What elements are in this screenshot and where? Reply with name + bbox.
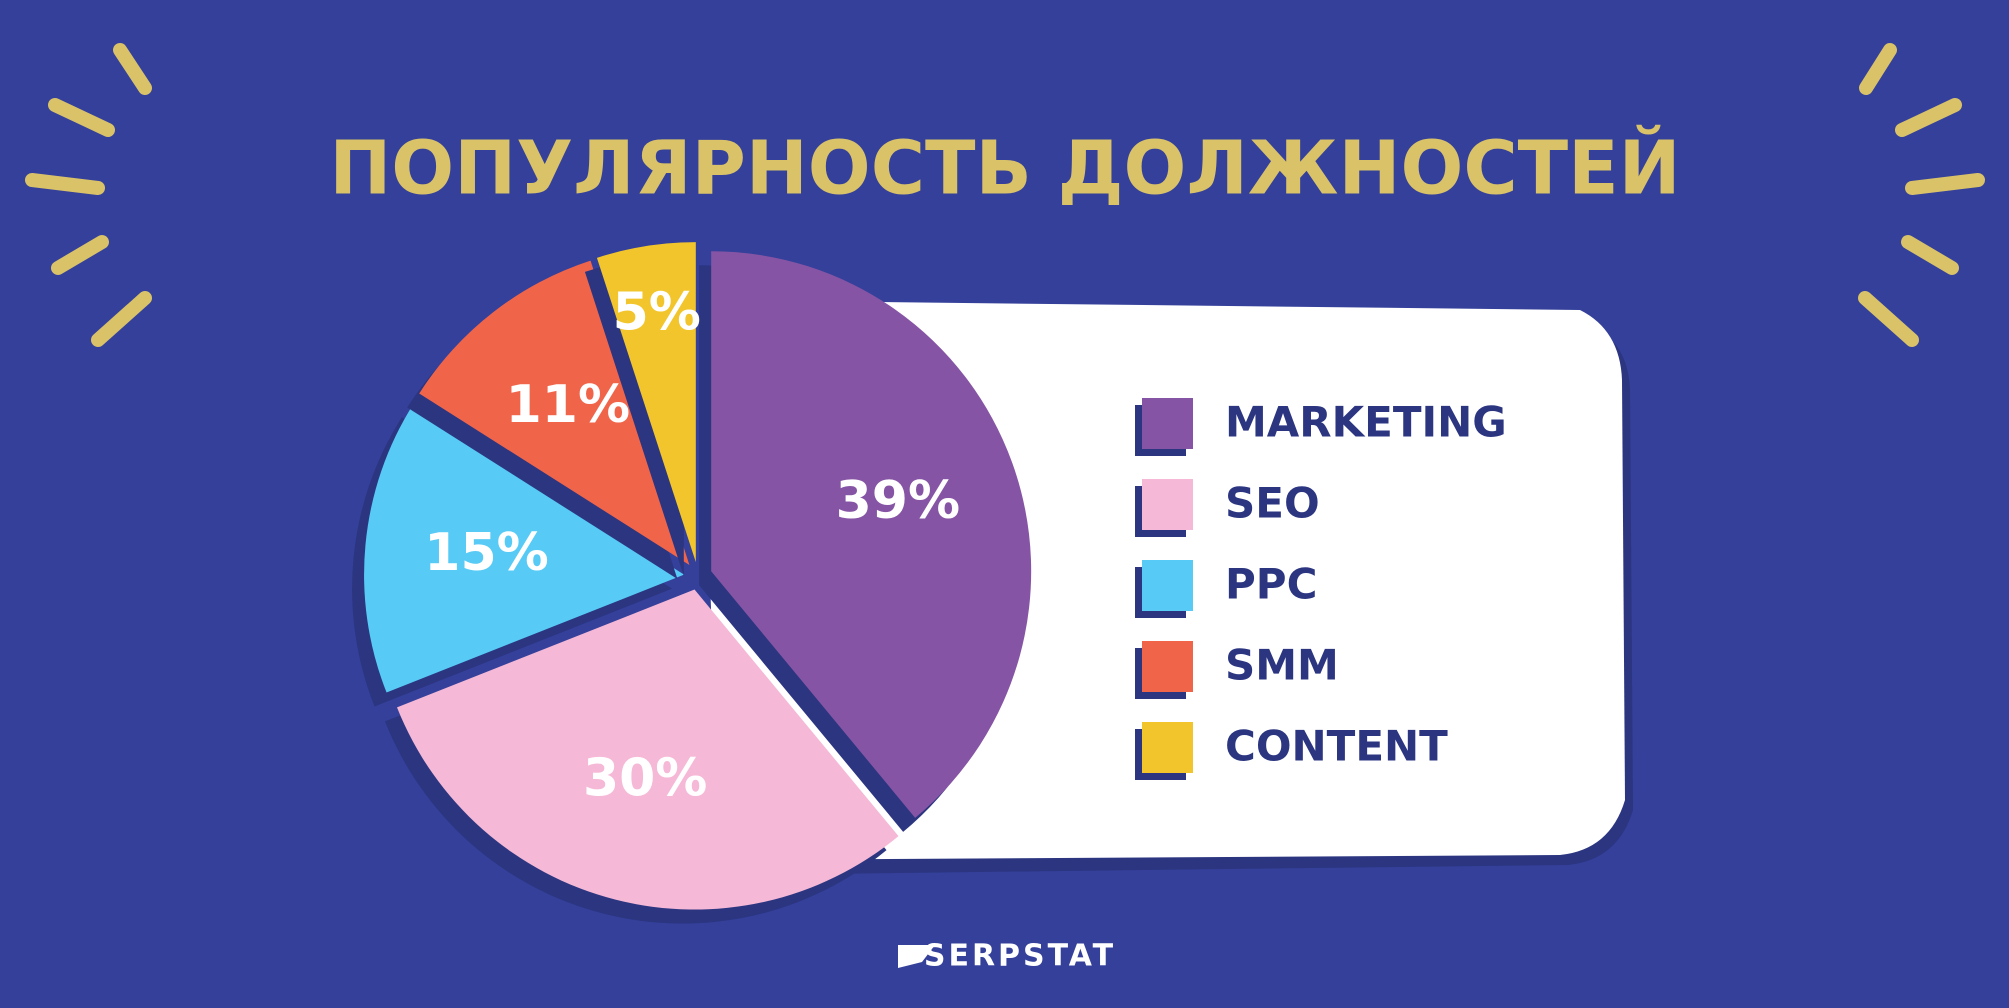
slice-label: 11%: [506, 375, 630, 435]
pie: 39% 30% 15% 11% 5%: [352, 242, 1032, 924]
legend-swatch: [1142, 479, 1193, 530]
slice: [711, 251, 1032, 818]
slice-label: 5%: [613, 283, 701, 343]
legend-swatch: [1142, 560, 1193, 611]
legend-swatch: [1142, 641, 1193, 692]
slice: [364, 403, 685, 693]
legend-label: SMM: [1225, 641, 1339, 690]
legend-swatch: [1142, 722, 1193, 773]
legend: MARKETING SEO PPC SMM CONTENT: [1135, 398, 1507, 780]
slice-label: 30%: [583, 749, 707, 809]
slice-label: 15%: [424, 523, 548, 583]
slice: [419, 260, 690, 565]
legend-swatch: [1142, 398, 1193, 449]
brand-logo: [898, 945, 935, 968]
decoration: [25, 43, 1985, 347]
brand-name: SERPSTAT: [924, 939, 1116, 974]
legend-label: SEO: [1225, 479, 1320, 528]
slice: [596, 242, 696, 563]
legend-label: CONTENT: [1225, 722, 1448, 771]
slice-label: 39%: [836, 471, 960, 531]
legend-label: PPC: [1225, 560, 1317, 609]
chart-title: ПОПУЛЯРНОСТЬ ДОЛЖНОСТЕЙ: [329, 124, 1680, 212]
legend-label: MARKETING: [1225, 398, 1507, 447]
slice: [396, 589, 899, 910]
